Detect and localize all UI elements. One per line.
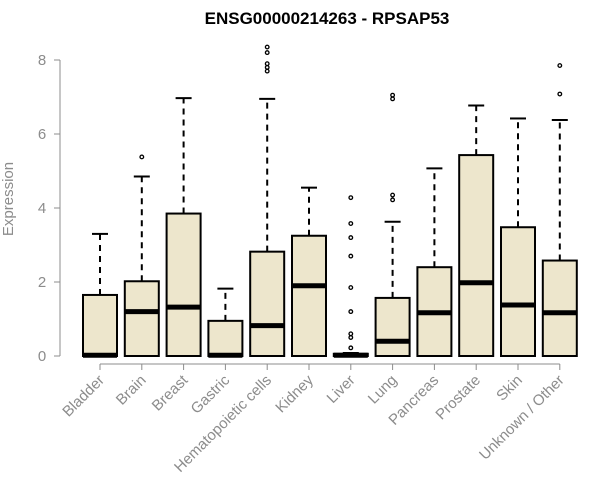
box-11 — [541, 63, 578, 358]
outlier-point — [557, 63, 563, 69]
box-3 — [207, 287, 244, 358]
box-8 — [416, 167, 453, 358]
chart-title: ENSG00000214263 - RPSAP53 — [205, 9, 450, 28]
outlier-point — [348, 235, 354, 241]
y-tick-label: 0 — [38, 348, 46, 365]
outlier-point — [139, 154, 145, 160]
boxes-group — [82, 44, 578, 358]
outlier-point — [348, 221, 354, 226]
x-label-5: Kidney — [272, 371, 317, 416]
iqr-box — [541, 259, 578, 358]
outlier-point — [348, 195, 354, 201]
y-tick-label: 4 — [38, 200, 46, 217]
x-label-1: Brain — [113, 372, 150, 409]
iqr-box — [207, 319, 244, 358]
iqr-box — [123, 280, 160, 358]
outlier-point — [390, 197, 396, 203]
outlier-point — [348, 345, 354, 351]
iqr-box — [374, 296, 411, 358]
x-label-7: Lung — [365, 372, 401, 408]
box-9 — [458, 104, 495, 357]
y-tick-label: 2 — [38, 274, 46, 291]
iqr-box — [165, 212, 202, 357]
box-4 — [249, 44, 286, 357]
x-label-2: Breast — [149, 371, 192, 414]
box-5 — [291, 186, 327, 357]
outlier-point — [348, 331, 354, 337]
box-0 — [82, 232, 118, 358]
y-tick-label: 8 — [38, 52, 46, 69]
box-1 — [123, 154, 160, 358]
iqr-box — [82, 293, 118, 358]
box-6 — [332, 195, 369, 358]
iqr-box — [291, 234, 327, 357]
x-label-6: Liver — [324, 372, 359, 407]
y-axis-label: Expression — [0, 162, 17, 236]
outlier-point — [390, 92, 396, 98]
x-label-0: Bladder — [59, 372, 108, 421]
y-tick-label: 6 — [38, 126, 46, 143]
outlier-point — [348, 309, 354, 315]
iqr-box — [458, 154, 495, 357]
y-axis: 0 2 4 6 8 — [38, 52, 61, 365]
iqr-box — [500, 226, 536, 357]
x-label-9: Prostate — [432, 372, 484, 424]
outlier-point — [390, 192, 396, 198]
outlier-point — [348, 253, 354, 259]
outlier-point — [264, 50, 270, 56]
outlier-point — [348, 285, 354, 290]
outlier-point — [264, 44, 270, 50]
box-7 — [374, 92, 411, 358]
outlier-point — [264, 61, 270, 67]
iqr-box — [249, 250, 286, 357]
outlier-point — [557, 91, 563, 97]
box-2 — [165, 97, 202, 357]
x-label-10: Skin — [493, 372, 526, 405]
box-10 — [500, 117, 536, 357]
